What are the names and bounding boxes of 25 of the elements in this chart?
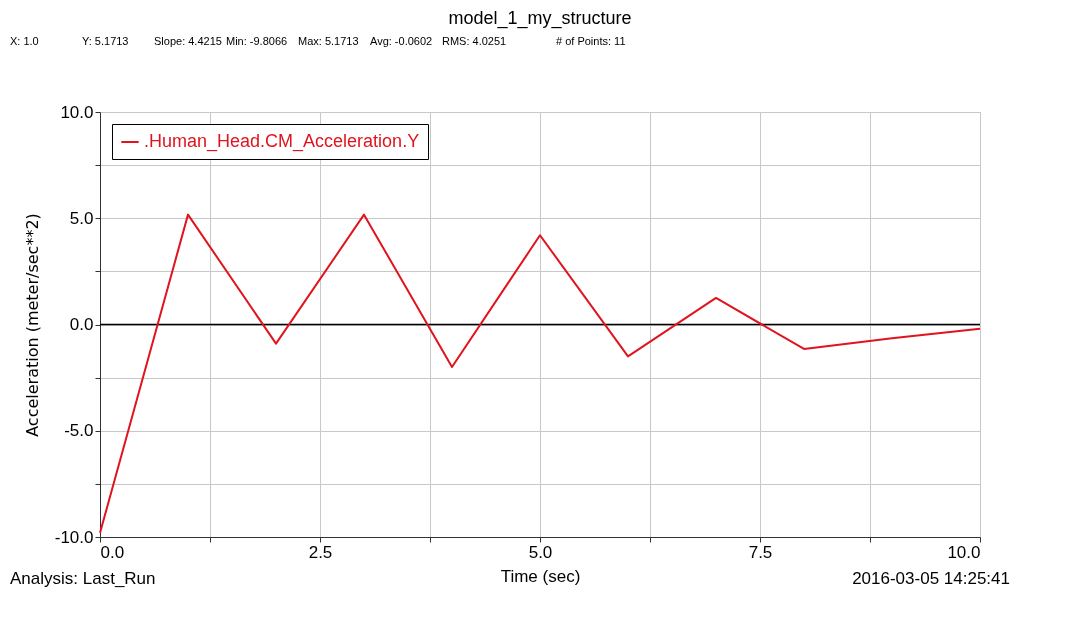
- text: Slope: 4.4215: [154, 35, 222, 47]
- text: # of Points: 11: [556, 35, 626, 47]
- legend-label: .Human_Head.CM_Acceleration.Y: [144, 131, 420, 152]
- text: Max: 5.1713: [298, 35, 359, 47]
- y-axis-title: Acceleration (meter/sec**2): [22, 213, 42, 437]
- x-axis-title: Time (sec): [500, 566, 581, 586]
- text: Min: -9.8066: [226, 35, 288, 47]
- x-tick-label: 5.0: [528, 542, 553, 562]
- y-tick-label: 10.0: [60, 102, 94, 122]
- chart-title: model_1_my_structure: [448, 8, 632, 29]
- text: Analysis: Last_Run: [10, 569, 156, 588]
- x-tick-label: 2.5: [308, 542, 333, 562]
- text: Y: 5.1713: [82, 35, 129, 47]
- y-tick-label: -10.0: [54, 527, 94, 547]
- x-tick-label: 10.0: [947, 542, 981, 562]
- y-tick-label: 5.0: [69, 208, 94, 228]
- text: RMS: 4.0251: [442, 35, 507, 47]
- line-series: [99, 213, 981, 534]
- text: 2016-03-05 14:25:41: [852, 569, 1010, 588]
- x-tick-label: 0.0: [100, 542, 125, 562]
- y-tick-label: -5.0: [64, 421, 94, 441]
- text: X: 1.0: [10, 35, 39, 47]
- y-tick-label: 0.0: [69, 315, 94, 334]
- x-tick-label: 7.5: [748, 542, 773, 562]
- text: Avg: -0.0602: [370, 35, 433, 47]
